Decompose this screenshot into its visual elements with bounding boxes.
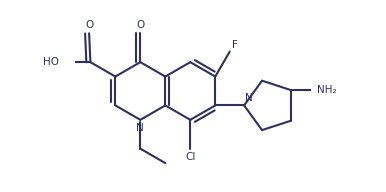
Text: F: F bbox=[232, 40, 237, 50]
Text: NH₂: NH₂ bbox=[317, 85, 336, 95]
Text: HO: HO bbox=[42, 57, 59, 67]
Text: O: O bbox=[136, 20, 144, 30]
Text: N: N bbox=[137, 123, 144, 133]
Text: Cl: Cl bbox=[185, 152, 195, 162]
Text: O: O bbox=[85, 20, 93, 30]
Text: N: N bbox=[245, 93, 253, 103]
